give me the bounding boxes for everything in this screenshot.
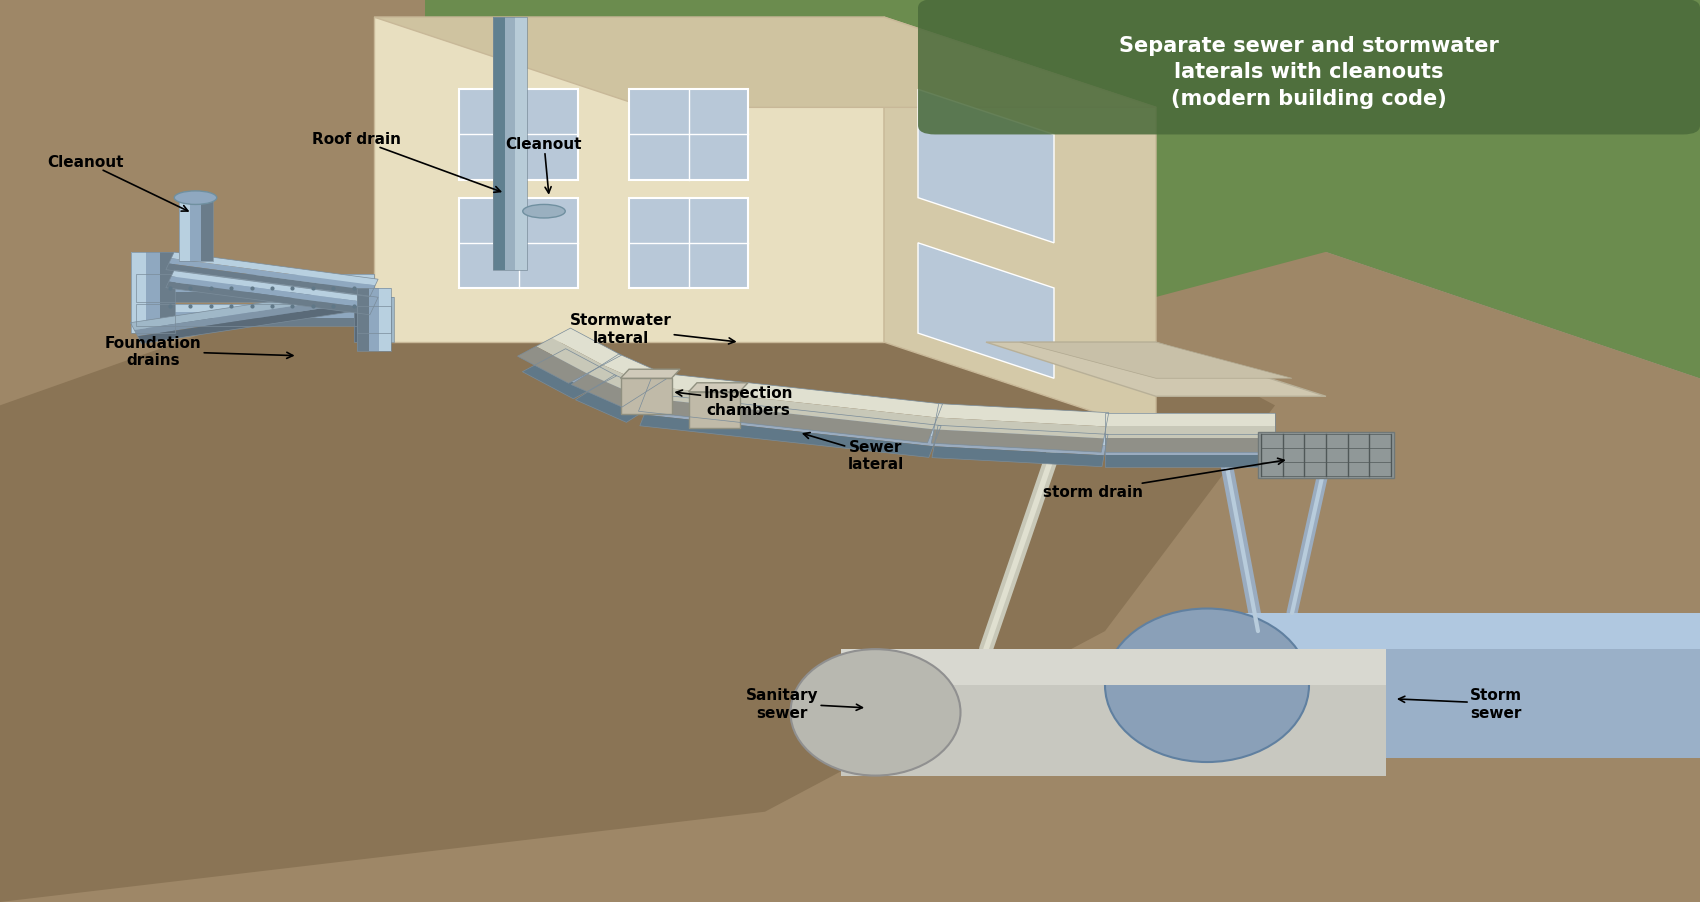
Polygon shape xyxy=(1105,439,1275,453)
Text: Stormwater
lateral: Stormwater lateral xyxy=(570,313,734,345)
Polygon shape xyxy=(639,398,933,444)
Polygon shape xyxy=(932,430,1103,453)
Polygon shape xyxy=(842,649,1386,776)
Polygon shape xyxy=(357,307,369,352)
Polygon shape xyxy=(136,305,374,312)
Polygon shape xyxy=(994,253,1122,347)
Polygon shape xyxy=(551,349,617,384)
Polygon shape xyxy=(1020,343,1292,379)
Polygon shape xyxy=(842,649,1386,686)
Polygon shape xyxy=(522,364,588,400)
Polygon shape xyxy=(354,298,367,343)
Polygon shape xyxy=(425,0,1615,253)
Polygon shape xyxy=(167,282,372,316)
Polygon shape xyxy=(1105,427,1275,439)
Text: Storm
sewer: Storm sewer xyxy=(1399,687,1522,720)
Polygon shape xyxy=(136,319,374,327)
Polygon shape xyxy=(381,298,394,343)
Bar xyxy=(629,198,748,289)
Polygon shape xyxy=(620,370,680,379)
Polygon shape xyxy=(588,365,653,397)
Polygon shape xyxy=(374,18,884,343)
Text: Roof drain: Roof drain xyxy=(313,133,500,193)
Polygon shape xyxy=(1105,456,1275,467)
Polygon shape xyxy=(178,198,190,262)
Polygon shape xyxy=(367,298,381,343)
Polygon shape xyxy=(1190,613,1700,649)
Polygon shape xyxy=(986,108,1700,379)
Polygon shape xyxy=(602,354,670,388)
Text: Cleanout: Cleanout xyxy=(507,137,581,194)
Polygon shape xyxy=(357,289,369,334)
Bar xyxy=(459,90,578,180)
Polygon shape xyxy=(1105,413,1275,427)
Polygon shape xyxy=(648,394,942,437)
Polygon shape xyxy=(493,18,505,271)
Text: Cleanout: Cleanout xyxy=(48,155,189,212)
Polygon shape xyxy=(136,285,374,292)
Polygon shape xyxy=(167,264,372,298)
Polygon shape xyxy=(918,244,1054,379)
Polygon shape xyxy=(138,300,379,345)
Text: Foundation
drains: Foundation drains xyxy=(105,336,292,368)
Bar xyxy=(935,0,1700,253)
Polygon shape xyxy=(937,404,1108,427)
Bar xyxy=(688,392,740,428)
Text: Sewer
lateral: Sewer lateral xyxy=(804,433,904,472)
Polygon shape xyxy=(374,18,1156,108)
Polygon shape xyxy=(639,415,933,458)
Polygon shape xyxy=(379,307,391,352)
Polygon shape xyxy=(932,446,1103,467)
Polygon shape xyxy=(644,387,937,429)
Ellipse shape xyxy=(175,191,218,206)
Polygon shape xyxy=(134,295,376,336)
Polygon shape xyxy=(600,375,666,407)
Polygon shape xyxy=(517,347,586,384)
Polygon shape xyxy=(571,374,639,408)
Text: Separate sewer and stormwater
laterals with cleanouts
(modern building code): Separate sewer and stormwater laterals w… xyxy=(1119,36,1499,108)
Polygon shape xyxy=(190,198,201,262)
Polygon shape xyxy=(933,437,1107,456)
Polygon shape xyxy=(146,253,160,334)
Polygon shape xyxy=(1190,613,1700,758)
Bar xyxy=(1258,433,1394,478)
Bar xyxy=(620,379,672,415)
Ellipse shape xyxy=(1105,609,1309,762)
Polygon shape xyxy=(369,307,379,352)
Polygon shape xyxy=(552,328,622,365)
Polygon shape xyxy=(937,426,1108,446)
Bar xyxy=(459,198,578,289)
FancyBboxPatch shape xyxy=(918,0,1700,135)
Polygon shape xyxy=(131,287,372,331)
Ellipse shape xyxy=(524,205,564,218)
Polygon shape xyxy=(0,253,1275,902)
Polygon shape xyxy=(160,253,175,334)
Text: Sanitary
sewer: Sanitary sewer xyxy=(746,687,862,720)
Polygon shape xyxy=(536,338,604,374)
Polygon shape xyxy=(172,253,377,286)
Polygon shape xyxy=(505,18,515,271)
Polygon shape xyxy=(369,289,379,334)
Polygon shape xyxy=(590,384,651,414)
Polygon shape xyxy=(644,406,937,446)
Polygon shape xyxy=(168,277,376,309)
Polygon shape xyxy=(1105,446,1275,456)
Polygon shape xyxy=(575,391,641,423)
Polygon shape xyxy=(201,198,212,262)
Polygon shape xyxy=(1105,435,1275,446)
Polygon shape xyxy=(131,253,146,334)
Polygon shape xyxy=(933,418,1107,439)
Polygon shape xyxy=(537,357,602,391)
Polygon shape xyxy=(515,18,527,271)
Polygon shape xyxy=(918,90,1054,244)
Text: Inspection
chambers: Inspection chambers xyxy=(677,385,792,418)
Polygon shape xyxy=(172,271,377,304)
Polygon shape xyxy=(136,292,374,302)
Polygon shape xyxy=(986,343,1326,397)
Polygon shape xyxy=(688,383,748,392)
Polygon shape xyxy=(168,259,376,291)
Polygon shape xyxy=(884,18,1156,433)
Text: storm drain: storm drain xyxy=(1044,459,1284,499)
Polygon shape xyxy=(136,312,374,319)
